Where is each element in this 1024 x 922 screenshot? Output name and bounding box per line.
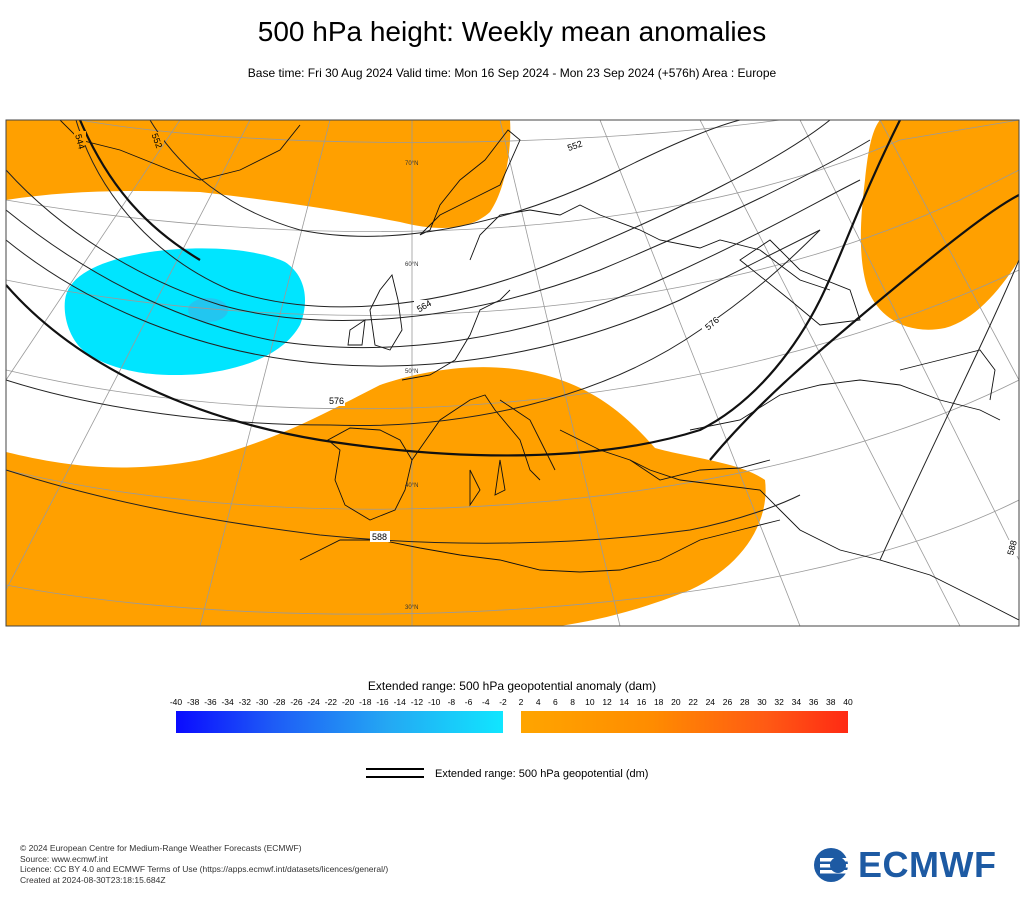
colorbar-tick-label: 26 [722,697,733,707]
contour-legend-line [366,768,424,778]
colorbar-tick-label: -2 [499,697,507,707]
colorbar-tick-label: -8 [447,697,456,707]
colorbar-tick-label: -34 [221,697,234,707]
colorbar-tick-label: -24 [307,697,320,707]
ecmwf-logo-text: ECMWF [858,844,997,885]
thick-contours [6,120,1019,461]
colorbar-negative [176,711,503,733]
colorbar-tick-label: 32 [774,697,784,707]
colorbar-positive [521,711,848,733]
negative-anomaly [64,248,305,376]
footer-created: Created at 2024-08-30T23:18:15.684Z [20,874,166,885]
colorbar-tick-label: -36 [204,697,217,707]
chart-subtitle: Base time: Fri 30 Aug 2024 Valid time: M… [247,66,777,80]
latitude-label: 60°N [405,262,418,268]
colorbar-tick-label: 14 [619,697,629,707]
colorbar-tick-label: 36 [808,697,819,707]
colorbar-tick-label: -14 [393,697,406,707]
colorbar-tick-label: -40 [169,697,183,707]
latitude-label: 40°N [405,483,418,489]
colorbar-tick-label: 12 [602,697,612,707]
footer-copyright: © 2024 European Centre for Medium-Range … [20,843,302,853]
colorbar-tick-label: 22 [688,697,698,707]
colorbar-tick-label: -6 [464,697,473,707]
geopotential-contours [6,120,1019,561]
colorbar-tick-label: 30 [757,697,767,707]
colorbar-tick-label: 6 [553,697,558,707]
colorbar-tick-label: -4 [482,697,490,707]
contour-label: 588 [372,532,387,542]
colorbar-title: Extended range: 500 hPa geopotential ano… [367,679,657,693]
footer-licence: Licence: CC BY 4.0 and ECMWF Terms of Us… [20,864,389,874]
positive-anomaly-south [6,367,766,626]
colorbar-tick-label: 34 [791,697,802,707]
colorbar-tick-label: -20 [341,697,355,707]
contour-label: 552 [150,132,165,150]
colorbar-tick-label: -28 [273,697,286,707]
colorbar-tick-label: 24 [705,697,716,707]
chart-title: 500 hPa height: Weekly mean anomalies [257,16,767,47]
positive-anomaly-north [6,120,511,228]
footer-source: Source: www.ecmwf.int [20,853,108,864]
latitude-label: 50°N [405,369,418,375]
contour-label: 544 [73,133,87,150]
latitude-label: 30°N [405,605,418,611]
colorbar-tick-label: 20 [671,697,681,707]
colorbar-tick-label: 40 [843,697,853,707]
colorbar-tick-label: 38 [826,697,836,707]
colorbar-tick-label: 16 [636,697,647,707]
colorbar-tick-label: 4 [535,697,541,707]
contour-label: 588 [1005,539,1019,556]
colorbar-tick-label: 28 [740,697,750,707]
colorbar-tick-label: -12 [410,697,424,707]
map-frame [5,119,1020,627]
colorbar-tick-label: 2 [518,697,524,707]
latitude-label: 70°N [405,161,418,167]
colorbar-tick-label: 8 [570,697,575,707]
footer-credits: © 2024 European Centre for Medium-Range … [20,843,388,885]
colorbar-tick-label: -16 [376,697,389,707]
colorbar-tick-label: -22 [324,697,338,707]
colorbar-tick-label: -10 [428,697,441,707]
contour-label: 576 [329,396,344,406]
colorbar-tick-label: -18 [359,697,372,707]
positive-anomaly-east [860,120,1019,330]
colorbar-tick-label: -26 [290,697,303,707]
contour-label: 552 [566,138,584,153]
colorbar-tick-label: 18 [653,697,664,707]
colorbar-tick-label: 10 [585,697,595,707]
colorbar-tick-label: -38 [187,697,200,707]
colorbar-tick-label: -32 [238,697,251,707]
contour-legend-label: Extended range: 500 hPa geopotential (dm… [435,768,649,780]
ecmwf-logo-icon [814,848,850,882]
colorbar-tick-label: -30 [255,697,269,707]
